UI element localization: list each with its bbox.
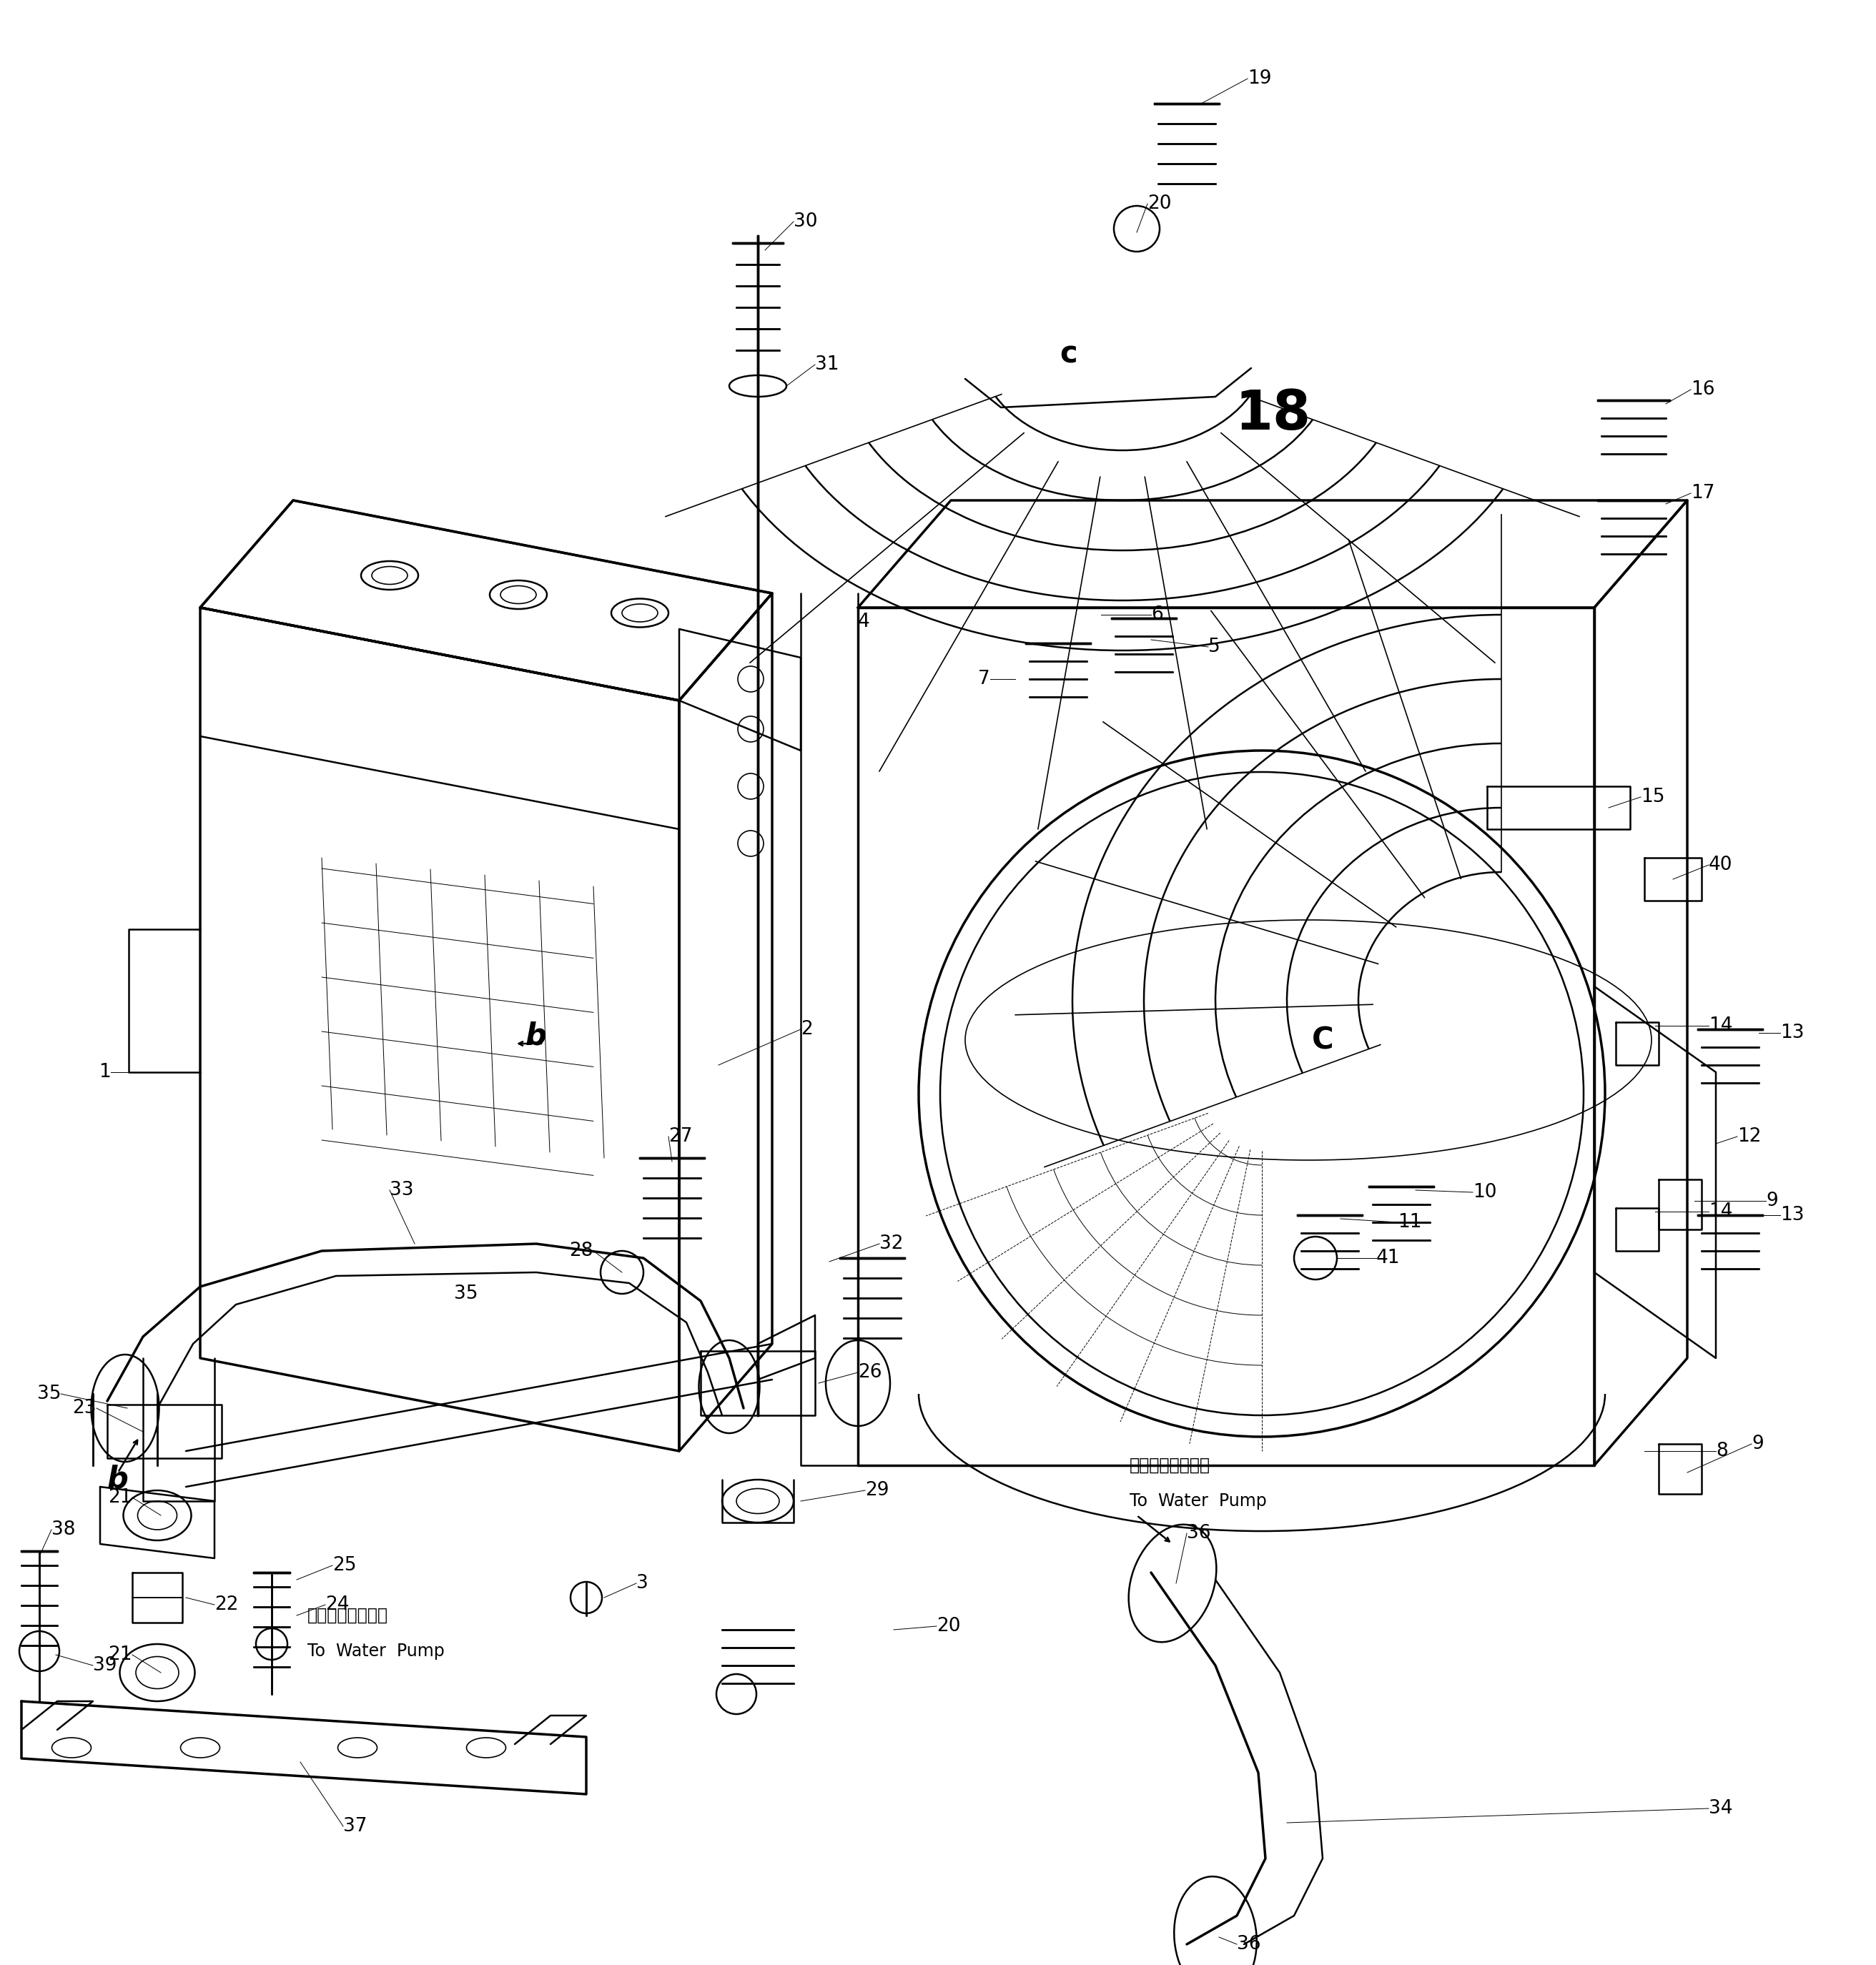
Text: 25: 25 [332,1556,356,1574]
Text: ウォータポンプへ: ウォータポンプへ [308,1607,388,1623]
Text: 6: 6 [1152,605,1163,625]
Text: 39: 39 [94,1656,116,1674]
Text: 17: 17 [1690,483,1715,503]
Text: 36: 36 [1188,1525,1210,1543]
Text: 20: 20 [936,1617,961,1635]
Text: 28: 28 [570,1242,593,1260]
Text: 18: 18 [1234,389,1311,440]
Text: 35: 35 [38,1385,60,1403]
Text: 38: 38 [51,1521,75,1539]
Text: 9: 9 [1752,1434,1763,1454]
Text: 1: 1 [99,1063,111,1081]
Text: 32: 32 [880,1234,904,1254]
Text: 11: 11 [1398,1212,1422,1232]
Text: 3: 3 [636,1574,649,1592]
Text: 15: 15 [1642,788,1664,806]
Text: b: b [107,1464,129,1495]
Text: 24: 24 [325,1596,349,1613]
Text: 4: 4 [857,613,870,631]
Text: 41: 41 [1377,1250,1399,1267]
Text: To  Water  Pump: To Water Pump [1129,1493,1266,1509]
Text: 19: 19 [1248,69,1272,88]
Text: 7: 7 [977,670,991,688]
Text: 27: 27 [668,1128,692,1146]
Text: 13: 13 [1780,1024,1805,1041]
Text: 10: 10 [1473,1183,1497,1201]
Text: 40: 40 [1709,855,1733,874]
Text: 22: 22 [214,1596,238,1613]
Text: 29: 29 [865,1482,889,1499]
Text: C: C [1311,1026,1334,1055]
Text: b: b [525,1022,546,1051]
Text: 30: 30 [794,212,818,230]
Text: 8: 8 [1717,1442,1728,1460]
Text: ウォータポンプへ: ウォータポンプへ [1129,1456,1210,1474]
Text: c: c [1060,338,1077,369]
Text: 9: 9 [1765,1191,1778,1210]
Text: 33: 33 [390,1181,413,1199]
Text: 23: 23 [73,1399,96,1417]
Text: 5: 5 [1208,637,1219,656]
Text: 35: 35 [454,1285,478,1303]
Text: 2: 2 [801,1020,812,1039]
Text: To  Water  Pump: To Water Pump [308,1643,445,1660]
Text: 14: 14 [1709,1203,1733,1220]
Text: 31: 31 [814,356,839,373]
Text: 20: 20 [1148,195,1171,212]
Text: 14: 14 [1709,1016,1733,1036]
Text: 12: 12 [1737,1128,1762,1146]
Text: 34: 34 [1709,1800,1733,1818]
Text: 21: 21 [109,1645,133,1664]
Text: 21: 21 [109,1488,133,1507]
Text: 36: 36 [1236,1936,1261,1953]
Text: 37: 37 [343,1818,368,1835]
Text: 26: 26 [857,1364,882,1381]
Text: 13: 13 [1780,1207,1805,1224]
Text: 16: 16 [1690,381,1715,399]
